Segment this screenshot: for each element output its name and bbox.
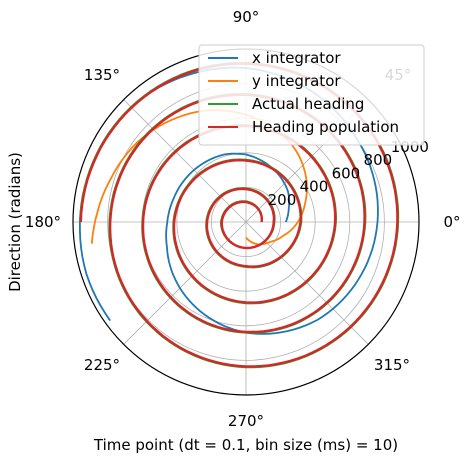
angle-tick-label: 225°: [84, 356, 120, 374]
angle-tick-label: 180°: [25, 213, 61, 231]
angle-tick-label: 135°: [84, 66, 120, 84]
radial-tick-label: 800: [364, 151, 393, 169]
legend: x integrator y integrator Actual heading He…: [198, 44, 425, 146]
angular-grid-line: [123, 221, 247, 345]
angle-tick-label: 315°: [374, 356, 410, 374]
angular-grid-line: [123, 99, 247, 223]
angle-tick-label: 270°: [228, 412, 264, 430]
x-axis-label: Time point (dt = 0.1, bin size (ms) = 10…: [93, 436, 398, 454]
radial-tick-label: 200: [268, 191, 297, 209]
radial-tick-label: 400: [300, 178, 329, 196]
y-axis-label: Direction (radians): [6, 152, 24, 292]
legend-entry: y integrator: [252, 72, 341, 90]
series-layer: [79, 61, 400, 369]
series-line-3: [79, 62, 399, 368]
angle-tick-label: 90°: [233, 8, 260, 26]
legend-frame: [198, 44, 425, 146]
angle-tick-label: 0°: [443, 213, 460, 231]
radial-tick-label: 600: [332, 164, 361, 182]
legend-entry: Heading population: [252, 118, 399, 136]
legend-entry: x integrator: [252, 49, 341, 67]
legend-entry: Actual heading: [252, 95, 364, 113]
